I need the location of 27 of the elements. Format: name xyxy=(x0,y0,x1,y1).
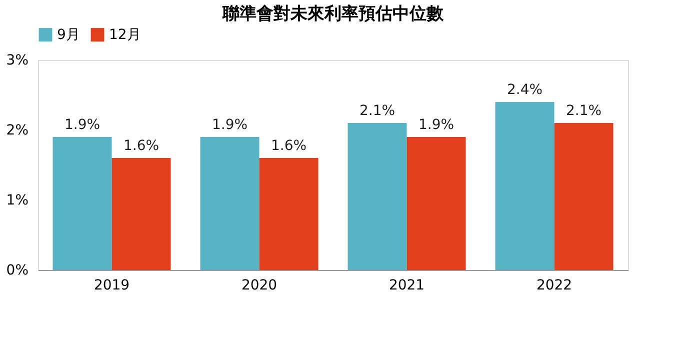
data-label: 2.4% xyxy=(506,82,543,98)
data-label: 1.6% xyxy=(123,138,160,154)
bar xyxy=(112,158,171,270)
bar xyxy=(200,137,260,270)
y-tick-label: 3% xyxy=(6,52,28,68)
bar xyxy=(495,102,554,270)
bar xyxy=(348,123,407,270)
legend-label: 9月 xyxy=(57,26,80,43)
bar xyxy=(259,158,318,270)
x-tick-label: 2019 xyxy=(94,278,130,294)
y-tick-label: 1% xyxy=(6,192,28,208)
data-label: 1.9% xyxy=(418,117,454,133)
bar xyxy=(554,123,614,270)
bar xyxy=(406,137,466,270)
x-tick-label: 2020 xyxy=(241,278,278,294)
legend-label: 12月 xyxy=(109,26,141,43)
x-tick-label: 2021 xyxy=(388,278,425,294)
y-tick-label: 0% xyxy=(6,262,28,278)
chart-title: 聯準會對未來利率預估中位數 xyxy=(222,4,444,24)
data-label: 1.6% xyxy=(270,138,307,154)
data-label: 1.9% xyxy=(64,117,100,133)
data-label: 2.1% xyxy=(566,103,602,119)
x-tick-label: 2022 xyxy=(536,278,572,294)
data-label: 2.1% xyxy=(359,103,396,119)
data-label: 1.9% xyxy=(212,117,248,133)
bar xyxy=(52,137,112,270)
y-tick-label: 2% xyxy=(6,122,28,138)
